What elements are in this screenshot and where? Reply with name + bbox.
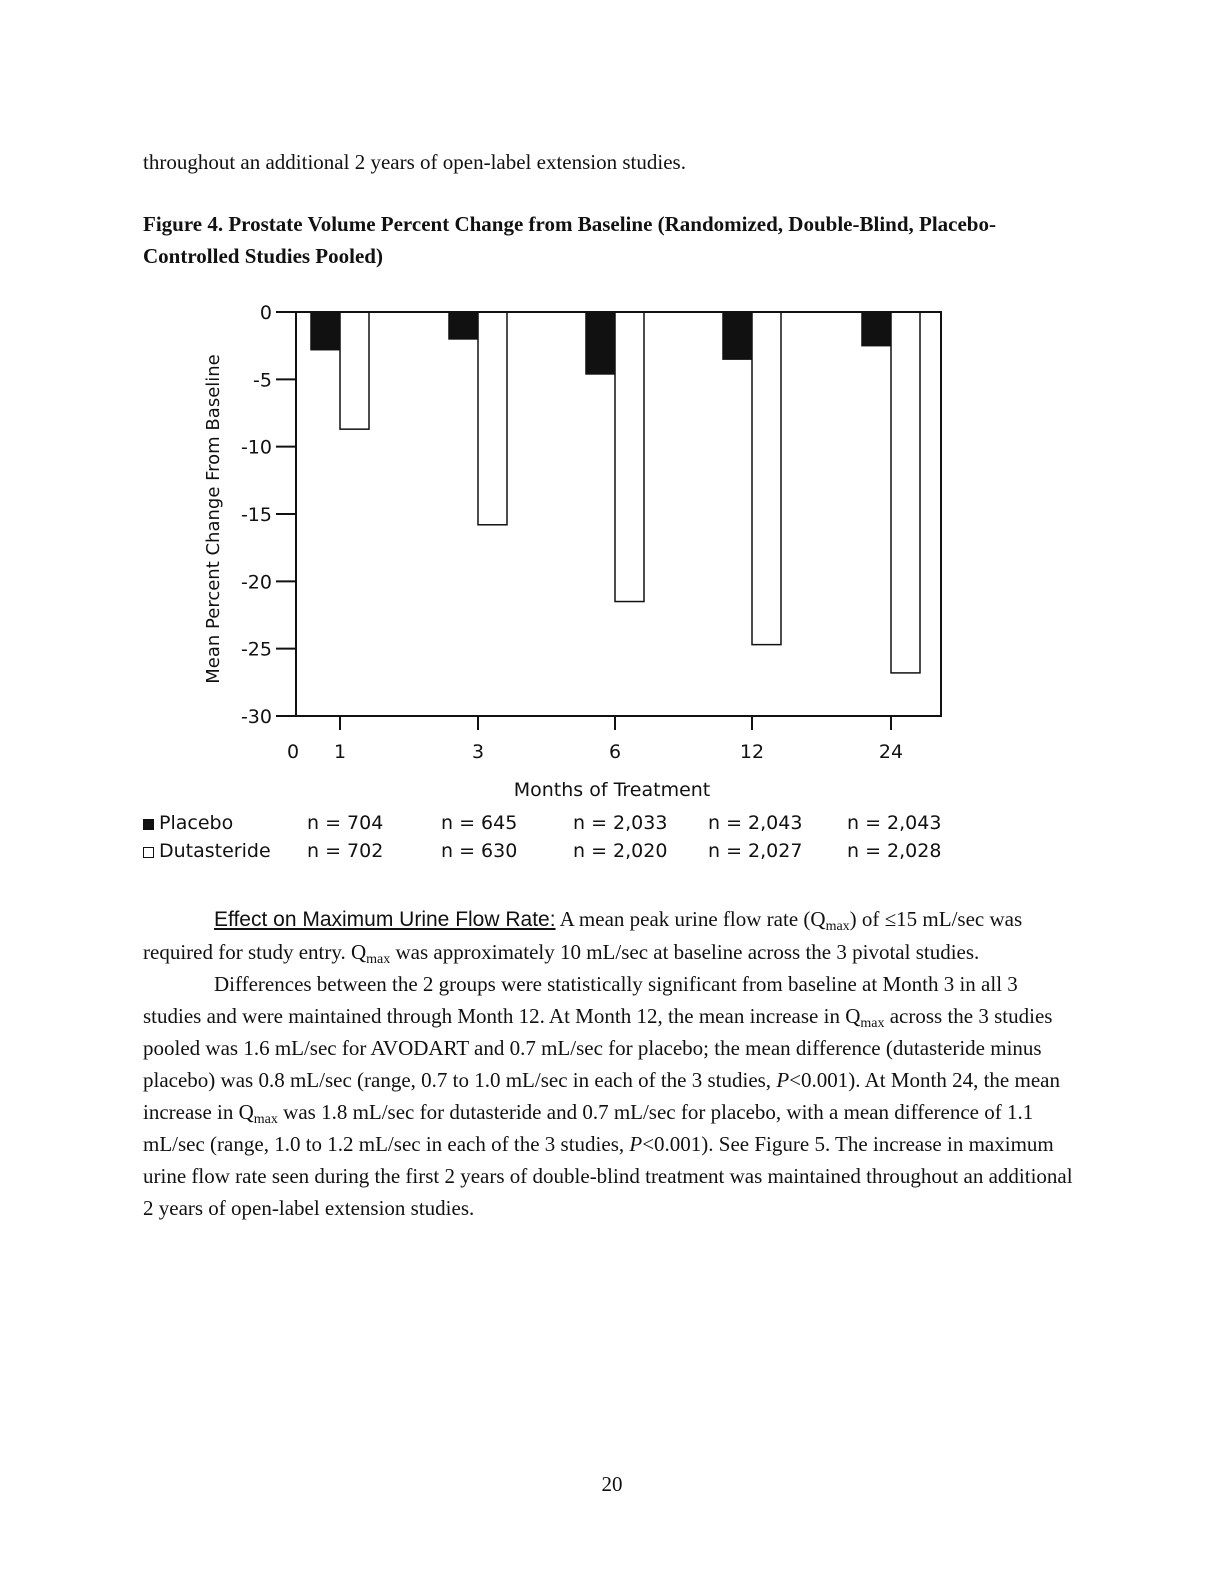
- body-text: Effect on Maximum Urine Flow Rate: A mea…: [143, 903, 1073, 1224]
- bar-placebo-month-1: [310, 311, 341, 351]
- n-placebo-month-1: n = 704: [307, 812, 384, 834]
- legend-label-dutasteride: Dutasteride: [159, 840, 271, 862]
- bar-placebo-month-3: [448, 311, 479, 340]
- placebo-swatch: [143, 819, 154, 830]
- x-tick-label: 1: [334, 741, 346, 763]
- n-dutasteride-month-3: n = 630: [441, 840, 518, 862]
- figure-title: Figure 4. Prostate Volume Percent Change…: [143, 212, 996, 268]
- x-tick-label: 6: [609, 741, 621, 763]
- bar-dutasteride-month-1: [339, 311, 370, 430]
- n-dutasteride-month-1: n = 702: [307, 840, 384, 862]
- n-dutasteride-month-6: n = 2,020: [573, 840, 668, 862]
- n-placebo-month-6: n = 2,033: [573, 812, 668, 834]
- bar-chart: 0 -5 -10 -15 -20 -25 -30 0 1 3 6 12 24 Mean Percent…: [203, 302, 942, 801]
- y-tick-label: -25: [241, 639, 272, 661]
- bar-placebo-month-6: [585, 311, 616, 375]
- intro-text: throughout an additional 2 years of open…: [143, 150, 686, 174]
- paragraph-qmax-entry: Effect on Maximum Urine Flow Rate: A mea…: [143, 907, 1023, 967]
- legend-label-placebo: Placebo: [159, 812, 234, 834]
- bar-dutasteride-month-6: [614, 311, 645, 603]
- n-dutasteride-month-12: n = 2,027: [708, 840, 803, 862]
- bar-dutasteride-month-3: [477, 311, 508, 526]
- y-tick-label: 0: [260, 302, 272, 324]
- x-tick-label: 0: [287, 741, 299, 763]
- chart-bars: [310, 311, 921, 674]
- y-tick-label: -20: [241, 571, 272, 593]
- bar-dutasteride-month-24: [890, 311, 921, 674]
- paragraph-qmax-results: Differences between the 2 groups were st…: [143, 972, 1073, 1220]
- legend-row-dutasteride: Dutasteride n = 702 n = 630 n = 2,020 n …: [143, 840, 1103, 868]
- y-tick-label: -30: [241, 706, 272, 728]
- x-axis-label: Months of Treatment: [514, 779, 711, 801]
- x-tick-label: 12: [740, 741, 764, 763]
- y-tick-label: -10: [241, 437, 272, 459]
- y-axis-label: Mean Percent Change From Baseline: [203, 354, 224, 683]
- bar-placebo-month-12: [722, 311, 753, 360]
- x-tick-label: 3: [472, 741, 484, 763]
- n-placebo-month-3: n = 645: [441, 812, 518, 834]
- page-number: 20: [601, 1472, 623, 1496]
- x-axis: 0 1 3 6 12 24: [287, 716, 903, 763]
- y-axis: 0 -5 -10 -15 -20 -25 -30: [241, 302, 296, 728]
- n-dutasteride-month-24: n = 2,028: [847, 840, 942, 862]
- dutasteride-swatch: [143, 847, 154, 858]
- n-placebo-month-12: n = 2,043: [708, 812, 803, 834]
- bar-dutasteride-month-12: [751, 311, 782, 646]
- n-placebo-month-24: n = 2,043: [847, 812, 942, 834]
- bar-placebo-month-24: [861, 311, 892, 347]
- chart-legend: Placebo n = 704 n = 645 n = 2,033 n = 2,…: [143, 812, 1103, 868]
- y-tick-label: -15: [241, 504, 272, 526]
- y-tick-label: -5: [253, 369, 272, 391]
- legend-row-placebo: Placebo n = 704 n = 645 n = 2,033 n = 2,…: [143, 812, 1103, 840]
- x-tick-label: 24: [879, 741, 903, 763]
- section-heading: Effect on Maximum Urine Flow Rate:: [214, 908, 556, 931]
